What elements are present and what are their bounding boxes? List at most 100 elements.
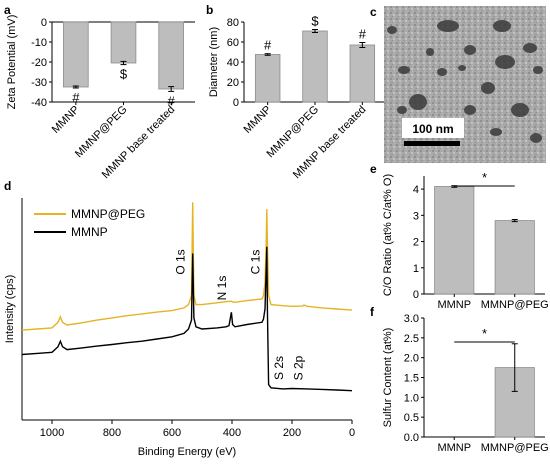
co-ratio-chart: 0 1 2 3 4 C/O Ratio (at% C/at% O) MMNP MMNP@PEG… (382, 170, 549, 311)
b-ytick-label: 20 (227, 77, 239, 89)
a-bar (158, 21, 184, 90)
b-ytick-label: 40 (227, 57, 239, 69)
f-ytick-label: 2.0 (404, 353, 419, 365)
d-legend-label: MMNP@PEG (71, 207, 145, 221)
panel-label-b: b (206, 3, 213, 17)
a-ytick-label: -20 (31, 57, 47, 69)
panel-label-f: f (370, 305, 375, 319)
f-ytick-label: 0.5 (404, 412, 419, 424)
tem-particle (387, 26, 397, 34)
d-xtick-label: 0 (349, 427, 355, 439)
d-peak-label: S 2s (272, 356, 286, 380)
b-bar (302, 30, 328, 103)
e-category-label: MMNP (437, 299, 471, 311)
e-bar (434, 186, 475, 295)
tem-particle (493, 20, 511, 32)
d-xtick-label: 200 (283, 427, 301, 439)
sulfur-content-chart: 0.0 0.5 1.0 1.5 2.0 2.5 3.0 Sulfur Content (at%… (382, 313, 549, 454)
tem-particle (398, 66, 410, 74)
a-bar (63, 21, 89, 88)
tem-particle (437, 20, 459, 32)
tem-particle (495, 55, 515, 69)
tem-particle (523, 43, 537, 53)
b-annotation: # (264, 38, 272, 53)
panel-label-c: c (370, 5, 377, 19)
panel-label-a: a (4, 3, 11, 17)
b-category-label: MMNP (242, 104, 274, 136)
tem-particle (511, 103, 529, 117)
a-ytick-label: -30 (31, 77, 47, 89)
d-legend-label: MMNP (71, 225, 108, 239)
f-ytick-label: 1.0 (404, 392, 419, 404)
tem-particle (481, 82, 495, 94)
tem-particle (409, 94, 427, 110)
panel-label-e: e (370, 162, 377, 176)
d-peak-label: S 2p (292, 355, 306, 380)
b-ytick-label: 80 (227, 17, 239, 29)
e-ytick-label: 3 (413, 210, 419, 222)
e-significance-star: * (482, 170, 487, 185)
panel-label-d: d (4, 179, 11, 193)
d-xtick-label: 400 (223, 427, 241, 439)
b-annotation: # (359, 27, 367, 42)
tem-particle (530, 133, 542, 143)
tem-image-background (384, 6, 546, 163)
f-ytick-label: 3.0 (404, 313, 419, 325)
e-category-label: MMNP@PEG (481, 299, 549, 311)
a-bar (110, 21, 137, 64)
b-bar (349, 44, 376, 103)
a-category-label: MMNP (50, 104, 82, 136)
a-ytick-label: -10 (31, 37, 47, 49)
e-ytick-label: 1 (413, 263, 419, 275)
e-ytick-label: 4 (413, 184, 419, 196)
a-annotation: # (72, 90, 80, 105)
d-xtick-label: 1000 (40, 427, 64, 439)
tem-particle (464, 105, 476, 115)
d-series-line-mmnp-peg (21, 202, 353, 331)
a-annotation: # (168, 93, 176, 108)
d-y-label: Intensity (cps) (4, 275, 16, 343)
d-peak-label: N 1s (215, 276, 229, 301)
a-ytick-label: -40 (31, 97, 47, 109)
e-ytick-label: 2 (413, 237, 419, 249)
e-ytick-label: 0 (413, 289, 419, 301)
b-ytick-label: 0 (233, 97, 239, 109)
b-y-label: Diameter (nm) (208, 27, 220, 97)
a-ytick-label: 0 (41, 17, 47, 29)
f-ytick-label: 1.5 (404, 373, 419, 385)
scale-bar-label: 100 nm (412, 122, 453, 136)
f-y-label: Sulfur Content (at%) (382, 328, 394, 428)
tem-image-panel: 100 nm (384, 6, 546, 163)
d-peak-label: C 1s (249, 250, 263, 275)
tem-particles (387, 20, 543, 143)
tem-particle (458, 65, 466, 71)
a-y-label: Zeta Potential (mV) (6, 15, 18, 110)
scale-bar-box (402, 118, 464, 138)
tem-particle (464, 45, 476, 55)
tem-particle (533, 66, 543, 74)
d-xtick-label: 600 (163, 427, 181, 439)
tem-particle (397, 106, 407, 114)
e-y-label: C/O Ratio (at% C/at% O) (382, 174, 394, 296)
e-bar (494, 220, 535, 295)
tem-particle (490, 128, 502, 136)
f-ytick-label: 2.5 (404, 333, 419, 345)
d-x-label: Binding Energy (eV) (138, 446, 236, 458)
f-significance-star: * (482, 326, 487, 341)
d-peak-label: O 1s (174, 249, 188, 274)
d-series-line-mmnp (21, 246, 353, 392)
b-bar (254, 54, 281, 103)
f-category-label: MMNP (437, 442, 471, 454)
b-annotation: $ (311, 14, 319, 29)
f-ytick-label: 0.0 (404, 432, 419, 444)
scale-bar (404, 141, 460, 146)
a-annotation: $ (120, 67, 128, 82)
d-xtick-label: 800 (103, 427, 121, 439)
b-ytick-label: 60 (227, 37, 239, 49)
f-category-label: MMNP@PEG (481, 442, 549, 454)
tem-particle (426, 48, 434, 56)
tem-particle (437, 68, 447, 76)
